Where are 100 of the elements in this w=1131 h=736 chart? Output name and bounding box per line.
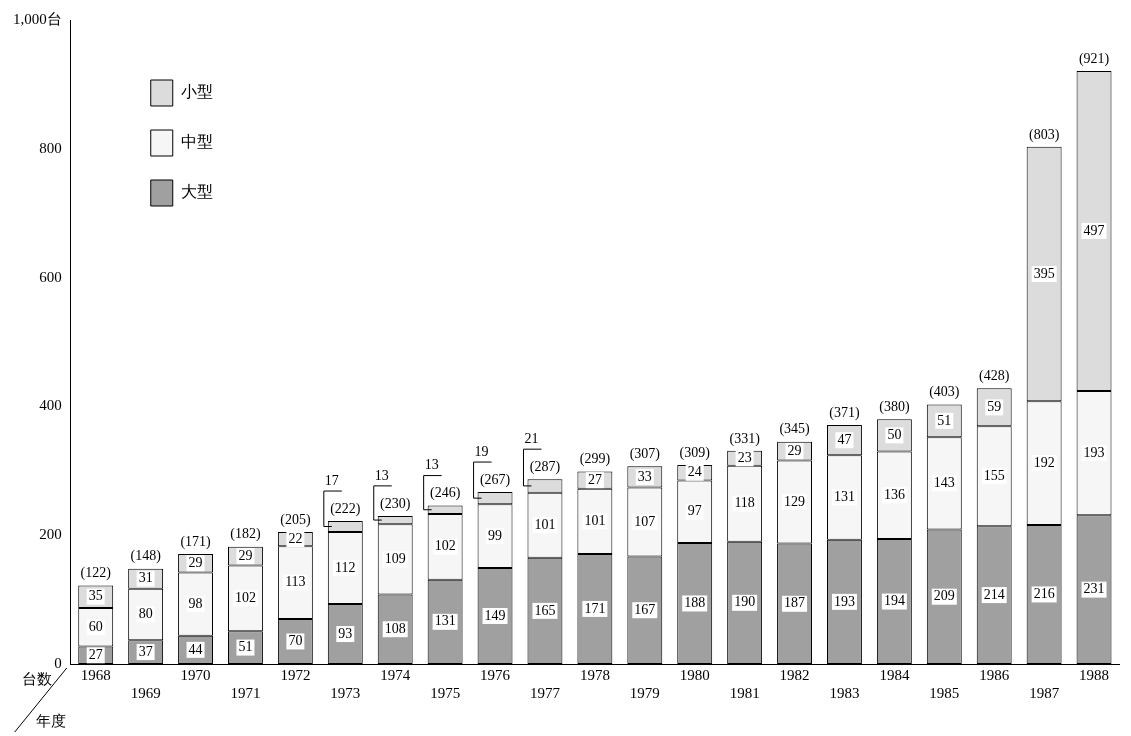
x-tick-label: 1981 (729, 684, 760, 701)
total-label: (428) (979, 368, 1010, 385)
legend-label: 大型 (180, 183, 213, 201)
data-label: 143 (933, 475, 955, 491)
data-label: 29 (238, 547, 253, 563)
data-label: 24 (687, 464, 702, 480)
data-label: 99 (488, 527, 503, 543)
x-tick-label: 1986 (979, 666, 1010, 683)
x-tick-label: 1978 (579, 666, 610, 683)
x-tick-label: 1973 (330, 684, 361, 701)
y-tick-label: 600 (39, 268, 62, 285)
total-label: (122) (80, 565, 112, 582)
total-label: (803) (1028, 126, 1060, 143)
total-label: (246) (429, 485, 461, 502)
data-label: 101 (534, 516, 556, 532)
data-label: 97 (687, 503, 702, 519)
total-label: (230) (380, 495, 411, 512)
data-label: 187 (784, 595, 806, 611)
y-tick-label: 0 (54, 654, 62, 671)
x-tick-label: 1987 (1029, 684, 1060, 701)
data-label: 190 (734, 594, 756, 610)
data-label: 44 (188, 641, 203, 657)
total-label: (171) (180, 533, 212, 550)
x-tick-label: 1977 (529, 684, 561, 701)
total-label: (403) (929, 384, 960, 401)
data-label: 497 (1083, 222, 1105, 238)
x-tick-label: 1980 (679, 666, 710, 683)
data-label: 136 (883, 486, 905, 502)
data-label: 50 (887, 427, 902, 443)
data-label: 107 (634, 513, 656, 529)
data-label: 209 (933, 588, 955, 604)
total-label: (267) (479, 471, 511, 488)
data-label: 113 (285, 574, 306, 590)
total-label: (345) (779, 421, 811, 438)
data-label: 118 (734, 495, 755, 511)
data-label: 21 (524, 430, 539, 446)
data-label: 188 (684, 595, 706, 611)
data-label: 29 (188, 554, 203, 570)
x-tick-label: 1971 (230, 684, 261, 701)
data-label: 155 (983, 467, 1005, 483)
x-tick-label: 1972 (280, 666, 311, 683)
total-label: (380) (879, 398, 910, 415)
x-tick-label: 1974 (380, 666, 411, 683)
data-label: 33 (637, 468, 652, 484)
legend-label: 小型 (180, 83, 213, 101)
data-label: 13 (424, 457, 439, 473)
data-label: 60 (88, 618, 103, 634)
total-label: (182) (230, 526, 261, 543)
x-tick-label: 1982 (779, 666, 810, 683)
x-tick-label: 1976 (480, 666, 511, 683)
data-label: 112 (335, 559, 356, 575)
total-label: (222) (330, 500, 361, 517)
x-tick-label: 1983 (829, 684, 860, 701)
data-label: 23 (737, 449, 752, 465)
data-label: 35 (88, 588, 103, 604)
data-label: 231 (1083, 581, 1105, 597)
data-label: 17 (324, 472, 339, 488)
total-label: (148) (130, 548, 162, 565)
data-label: 171 (584, 600, 606, 616)
y-tick-label: 200 (39, 526, 62, 543)
x-tick-label: 1984 (879, 666, 910, 683)
data-label: 98 (188, 595, 203, 611)
total-label: (371) (829, 404, 860, 421)
data-label: 102 (234, 589, 256, 605)
total-label: (299) (579, 451, 611, 468)
data-label: 19 (474, 443, 489, 459)
data-label: 131 (833, 489, 855, 505)
data-label: 13 (374, 467, 389, 483)
total-label: (331) (729, 430, 761, 447)
data-label: 395 (1033, 265, 1055, 281)
data-label: 31 (138, 570, 153, 586)
total-label: (309) (679, 444, 711, 461)
x-tick-label: 1985 (929, 684, 960, 701)
data-label: 101 (584, 513, 606, 529)
data-label: 59 (987, 399, 1002, 415)
data-label: 93 (338, 625, 353, 641)
data-label: 102 (434, 538, 456, 554)
data-label: 37 (138, 643, 153, 659)
x-axis-title: 年度 (36, 712, 66, 729)
data-label: 193 (833, 593, 855, 609)
data-label: 216 (1033, 586, 1055, 602)
x-tick-label: 1969 (130, 684, 161, 701)
total-label: (205) (280, 511, 311, 528)
data-label: 51 (238, 639, 253, 655)
data-label: 47 (837, 431, 852, 447)
data-label: 193 (1083, 444, 1105, 460)
x-tick-label: 1968 (80, 666, 111, 683)
x-tick-label: 1988 (1079, 666, 1110, 683)
data-label: 149 (484, 607, 506, 623)
y-tick-label: 1,000台 (13, 10, 62, 27)
x-tick-label: 1970 (180, 666, 211, 683)
data-label: 29 (787, 442, 802, 458)
data-label: 194 (883, 593, 905, 609)
data-label: 165 (534, 602, 556, 618)
total-label: (287) (529, 458, 561, 475)
x-tick-label: 1979 (629, 684, 660, 701)
data-label: 131 (434, 613, 456, 629)
y-axis-title: 台数 (22, 670, 52, 687)
data-label: 214 (983, 586, 1005, 602)
data-label: 167 (634, 601, 656, 617)
